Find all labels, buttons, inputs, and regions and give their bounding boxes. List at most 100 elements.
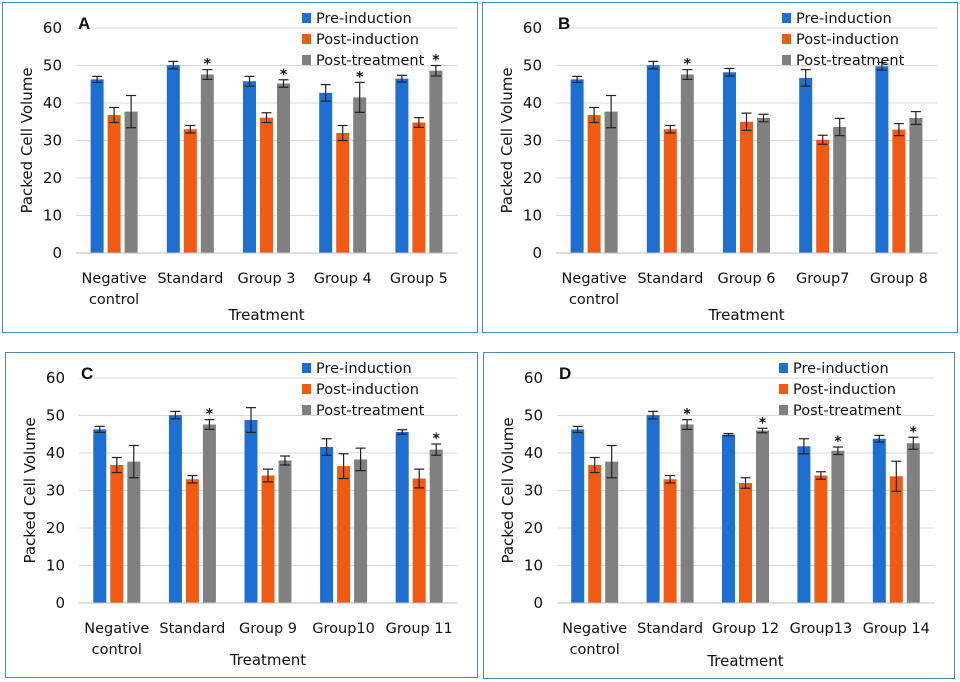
bar-post-treatment	[909, 118, 923, 253]
x-tick-label: Standard	[637, 271, 703, 287]
y-axis-title: Packed Cell Volume	[18, 67, 36, 213]
legend-label: Post-induction	[796, 32, 899, 48]
y-axis-title: Packed Cell Volume	[21, 417, 39, 563]
y-tick-label: 20	[523, 169, 542, 187]
y-tick-label: 50	[43, 57, 62, 75]
bar-pre-induction	[93, 429, 107, 603]
bar-pre-induction	[646, 65, 660, 253]
bar-post-induction	[412, 122, 426, 253]
legend-label: Post-treatment	[316, 403, 425, 419]
bar-post-treatment	[353, 97, 367, 253]
legend-swatch	[782, 13, 791, 23]
legend-swatch	[779, 384, 788, 394]
significance-marker: *	[206, 407, 214, 423]
bar-pre-induction	[166, 65, 180, 253]
significance-marker: *	[684, 57, 692, 73]
y-tick-label: 40	[524, 444, 543, 462]
bar-pre-induction	[243, 81, 256, 253]
bar-post-induction	[588, 465, 602, 603]
bar-post-induction	[185, 479, 199, 603]
bar-pre-induction	[722, 434, 735, 603]
bar-pre-induction	[395, 78, 409, 253]
bar-post-induction	[814, 475, 828, 603]
y-tick-label: 0	[55, 594, 65, 612]
x-tick-label: control	[570, 642, 620, 658]
y-tick-label: 10	[43, 207, 62, 225]
bar-post-induction	[183, 129, 197, 253]
bar-pre-induction	[168, 415, 182, 603]
bar-post-induction	[110, 465, 124, 603]
x-axis-title: Treatment	[707, 306, 784, 324]
y-tick-label: 0	[532, 244, 542, 262]
y-tick-label: 30	[46, 482, 65, 500]
x-tick-label: control	[92, 642, 142, 658]
bar-post-induction	[261, 475, 275, 603]
chart-svg: 0 10 20 30 40 50 60 D Packed Cell Volume Treatmen…	[499, 361, 934, 670]
x-tick-label: Standard	[637, 621, 703, 637]
y-tick-label: 40	[46, 444, 65, 462]
legend-swatch	[302, 363, 311, 373]
legend-label: Post-induction	[316, 32, 419, 48]
y-tick-label: 0	[52, 244, 62, 262]
bar-post-treatment	[906, 443, 920, 603]
bar-post-treatment	[200, 74, 214, 253]
legend-swatch	[302, 384, 311, 394]
y-tick-label: 20	[46, 519, 65, 537]
x-tick-label: Group 9	[239, 621, 297, 637]
bar-post-treatment	[604, 111, 618, 253]
bar-post-treatment	[354, 459, 368, 603]
panel-letter: A	[78, 14, 90, 33]
significance-marker: *	[834, 434, 842, 450]
legend-label: Post-induction	[793, 382, 896, 398]
bar-post-induction	[663, 479, 677, 603]
x-tick-label: Negative	[562, 621, 627, 637]
bar-post-induction	[337, 466, 351, 603]
x-tick-label: Group13	[790, 621, 853, 637]
bar-post-induction	[587, 115, 601, 253]
x-tick-label: Group10	[312, 621, 375, 637]
y-tick-label: 30	[43, 132, 62, 150]
y-tick-label: 60	[523, 19, 542, 37]
x-tick-label: Negative	[562, 271, 627, 287]
y-tick-label: 30	[523, 132, 542, 150]
y-axis-title: Packed Cell Volume	[499, 417, 517, 563]
legend-swatch	[302, 34, 311, 44]
legend-label: Post-treatment	[796, 53, 905, 69]
bar-pre-induction	[646, 415, 660, 603]
bar-pre-induction	[571, 429, 585, 603]
bar-pre-induction	[395, 432, 409, 603]
bar-post-treatment	[127, 461, 141, 603]
bar-post-induction	[892, 129, 906, 253]
bar-post-treatment	[680, 74, 694, 253]
bar-post-treatment	[680, 424, 694, 603]
x-tick-label: Negative	[82, 271, 147, 287]
y-tick-label: 40	[43, 94, 62, 112]
x-tick-label: control	[89, 292, 139, 308]
legend-label: Pre-induction	[796, 11, 892, 27]
bar-post-induction	[260, 117, 273, 253]
y-tick-label: 30	[524, 482, 543, 500]
bar-post-induction	[739, 483, 752, 603]
chart-panel-c: 0 10 20 30 40 50 60 C Packed Cell Volume Treatmen…	[5, 352, 478, 678]
significance-marker: *	[683, 407, 691, 423]
chart-panel-b: 0 10 20 30 40 50 60 B Packed Cell Volume Treatmen…	[482, 2, 958, 333]
legend-label: Pre-induction	[316, 11, 412, 27]
y-tick-label: 10	[523, 207, 542, 225]
legend-label: Pre-induction	[316, 361, 412, 377]
legend-label: Post-induction	[316, 382, 419, 398]
chart-svg: 0 10 20 30 40 50 60 C Packed Cell Volume Treatmen…	[21, 361, 457, 669]
bar-post-induction	[107, 115, 121, 253]
legend-swatch	[302, 55, 311, 65]
bar-pre-induction	[799, 77, 813, 253]
legend-swatch	[782, 55, 791, 65]
legend-label: Pre-induction	[793, 361, 889, 377]
y-tick-label: 40	[523, 94, 542, 112]
chart-panel-d: 0 10 20 30 40 50 60 D Packed Cell Volume Treatmen…	[483, 352, 955, 679]
bar-post-induction	[740, 121, 753, 253]
panel-letter: C	[81, 364, 93, 383]
panel-letter: B	[558, 14, 570, 33]
y-tick-label: 50	[523, 57, 542, 75]
y-axis-title: Packed Cell Volume	[498, 67, 516, 213]
bar-post-treatment	[756, 430, 769, 603]
bar-post-treatment	[124, 111, 138, 253]
